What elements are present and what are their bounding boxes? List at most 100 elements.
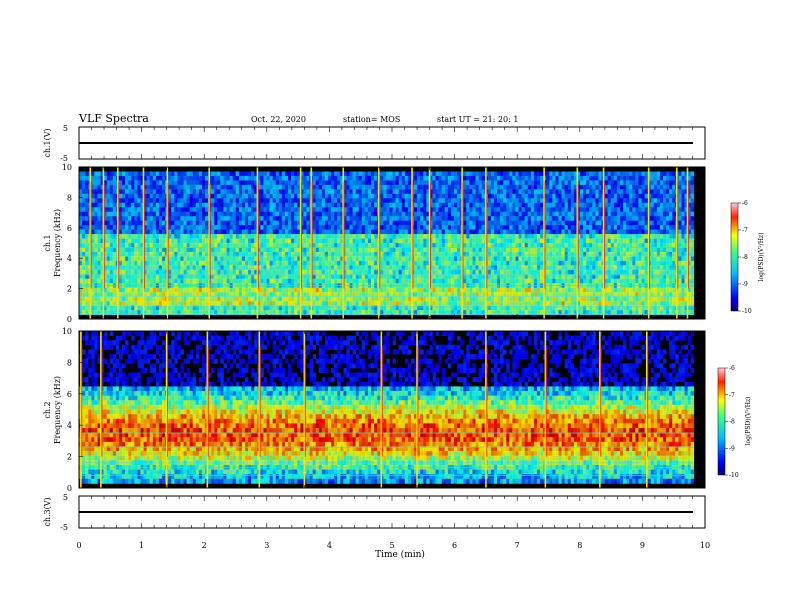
spectrogram-cell bbox=[106, 184, 111, 190]
spectrogram-cell bbox=[134, 207, 138, 213]
spectrogram-cell bbox=[254, 247, 258, 253]
spectrogram-cell bbox=[263, 184, 267, 190]
spectrogram-cell bbox=[312, 198, 317, 204]
spectrogram-cell bbox=[389, 238, 393, 244]
spectrogram-cell bbox=[401, 198, 406, 204]
spectrogram-cell bbox=[536, 310, 541, 315]
spectrogram-cell bbox=[244, 175, 249, 181]
spectrogram-cell bbox=[288, 310, 292, 315]
spectrogram-cell bbox=[533, 234, 538, 239]
spectrogram-cell bbox=[291, 238, 295, 244]
spectrogram-cell bbox=[432, 269, 436, 275]
spectrogram-cell bbox=[306, 207, 310, 213]
spectrogram-cell bbox=[303, 251, 307, 257]
spectrogram-cell bbox=[524, 243, 529, 248]
spectrogram-cell bbox=[438, 243, 443, 248]
spectrogram-cell bbox=[515, 184, 519, 190]
spectrogram-cell bbox=[432, 287, 436, 293]
spectrogram-cell bbox=[414, 310, 418, 315]
spectrogram-cell bbox=[278, 247, 283, 253]
start-time-label: start UT = 21: 20: 1 bbox=[437, 115, 518, 124]
spectrogram-cell bbox=[263, 247, 267, 253]
spectrogram-cell bbox=[321, 175, 326, 181]
spectrogram-cell bbox=[300, 265, 304, 271]
spectrogram-cell bbox=[226, 251, 231, 257]
spectrogram-cell bbox=[435, 180, 440, 186]
spectrogram-cell bbox=[524, 287, 529, 293]
spectrogram-cell bbox=[118, 269, 123, 275]
spectrogram-cell bbox=[201, 251, 206, 257]
spectrogram-cell bbox=[493, 269, 498, 275]
spectrogram-cell bbox=[266, 211, 270, 217]
spectrogram-cell bbox=[238, 207, 243, 213]
spectrogram-cell bbox=[85, 238, 89, 244]
spectrogram-cell bbox=[97, 256, 101, 262]
spectrogram-cell bbox=[518, 296, 523, 302]
spectrogram-cell bbox=[466, 189, 470, 195]
spectrogram-cell bbox=[327, 310, 332, 315]
spectrogram-cell bbox=[401, 247, 406, 253]
spectrogram-cell bbox=[383, 225, 387, 230]
spectrogram-cell bbox=[349, 243, 353, 248]
spectrogram-cell bbox=[112, 220, 117, 226]
spectrogram-cell bbox=[312, 269, 317, 275]
spectrogram-cell bbox=[195, 225, 200, 230]
spectrogram-cell bbox=[506, 243, 510, 248]
spectrogram-cell bbox=[186, 238, 191, 244]
spectrogram-cell bbox=[201, 198, 206, 204]
spectrogram-cell bbox=[447, 207, 452, 213]
spectrogram-cell bbox=[469, 175, 473, 181]
spectrogram-cell bbox=[540, 171, 544, 177]
spectrogram-cell bbox=[306, 260, 310, 266]
spectrogram-cell bbox=[112, 292, 117, 298]
spectrogram-cell bbox=[198, 229, 203, 235]
spectrogram-cell bbox=[414, 238, 418, 244]
spectrogram-cell bbox=[355, 202, 360, 208]
spectrogram-cell bbox=[177, 296, 181, 302]
spectrogram-cell bbox=[444, 220, 449, 226]
spectrogram-cell bbox=[435, 305, 440, 311]
spectrogram-cell bbox=[404, 305, 409, 311]
spectrogram-cell bbox=[493, 260, 498, 266]
spectrogram-cell bbox=[278, 310, 283, 315]
spectrogram-cell bbox=[82, 251, 86, 257]
spectrogram-cell bbox=[398, 310, 403, 315]
spectrogram-cell bbox=[340, 260, 344, 266]
spectrogram-cell bbox=[540, 207, 544, 213]
spectrogram-cell bbox=[192, 211, 197, 217]
spectrogram-cell bbox=[358, 220, 363, 226]
spectrogram-cell bbox=[444, 229, 449, 235]
spectrogram-cell bbox=[303, 202, 307, 208]
spectrogram-cell bbox=[521, 171, 526, 177]
spectrogram-cell bbox=[131, 287, 135, 293]
spectrogram-cell bbox=[272, 211, 277, 217]
spectrogram-cell bbox=[324, 274, 329, 280]
spectrogram-cell bbox=[395, 247, 400, 253]
spectrogram-cell bbox=[423, 243, 427, 248]
spectrogram-cell bbox=[192, 207, 197, 213]
spectrogram-cell bbox=[312, 247, 317, 253]
spectrogram-cell bbox=[128, 229, 132, 235]
spectrogram-cell bbox=[389, 269, 393, 275]
spectrogram-cell bbox=[125, 193, 129, 199]
spectrogram-cell bbox=[94, 180, 98, 186]
spectrogram-cell bbox=[155, 310, 160, 315]
spectrogram-cell bbox=[503, 278, 507, 284]
spectrogram-cell bbox=[527, 256, 532, 262]
spectrogram-cell bbox=[355, 175, 360, 181]
spectrogram-cell bbox=[79, 256, 83, 262]
spectrogram-cell bbox=[122, 251, 126, 257]
spectrogram-cell bbox=[232, 207, 237, 213]
spectrogram-cell bbox=[463, 211, 467, 217]
spectrogram-cell bbox=[441, 269, 446, 275]
spectrogram-cell bbox=[414, 292, 418, 298]
spectrogram-cell bbox=[423, 296, 427, 302]
spectrogram-cell bbox=[487, 175, 492, 181]
spectrogram-cell bbox=[214, 310, 218, 315]
spectrogram-cell bbox=[478, 211, 483, 217]
spectrogram-cell bbox=[137, 234, 141, 239]
spectrogram-cell bbox=[171, 198, 175, 204]
spectrogram-cell bbox=[389, 305, 393, 311]
spectrogram-cell bbox=[143, 229, 148, 235]
spectrogram-cell bbox=[220, 247, 224, 253]
